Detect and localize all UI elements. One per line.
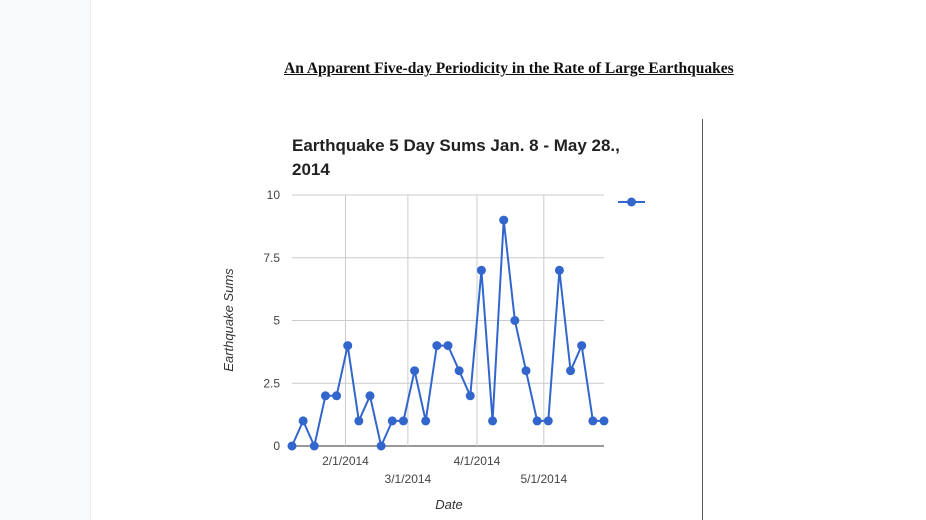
data-point (298, 416, 308, 426)
data-point (365, 391, 375, 401)
data-point (309, 441, 319, 451)
data-point (320, 391, 330, 401)
data-point (376, 441, 386, 451)
y-tick-label: 10 (267, 188, 281, 202)
y-axis-title: Earthquake Sums (221, 268, 236, 372)
data-point (343, 341, 353, 351)
x-tick-label: 5/1/2014 (520, 472, 567, 486)
data-point (454, 366, 464, 376)
document-title: An Apparent Five-day Periodicity in the … (284, 60, 734, 77)
y-tick-label: 2.5 (263, 376, 280, 390)
data-point (476, 265, 486, 275)
chart-gridlines (292, 194, 604, 447)
series-line (291, 219, 604, 447)
chart-title: Earthquake 5 Day Sums Jan. 8 - May 28., … (292, 136, 620, 179)
data-point (387, 416, 397, 426)
legend-marker (627, 197, 636, 207)
data-point (410, 366, 420, 376)
x-axis-title: Date (435, 497, 462, 512)
chart-legend (618, 197, 645, 207)
data-point (332, 391, 342, 401)
left-page-margin (0, 0, 91, 520)
data-point (510, 316, 520, 325)
x-tick-label: 2/1/2014 (322, 454, 369, 468)
data-point (432, 341, 442, 351)
data-point (443, 341, 453, 351)
data-point (554, 265, 564, 275)
data-point (465, 391, 475, 401)
x-tick-label: 4/1/2014 (454, 454, 501, 468)
x-tick-label: 3/1/2014 (385, 472, 432, 486)
data-point (599, 416, 609, 426)
data-point (532, 416, 542, 426)
y-tick-label: 5 (273, 314, 280, 328)
vertical-divider (702, 119, 703, 520)
data-point (421, 416, 431, 426)
data-point (354, 416, 364, 426)
y-tick-label: 0 (273, 439, 280, 453)
data-point (499, 215, 509, 225)
chart-axis-labels: 0 2.5 5 7.5 10 2/1/2014 3/1/2014 4/1/2014 5/1/20… (221, 188, 568, 512)
data-point (398, 416, 408, 426)
data-point (588, 416, 598, 426)
y-tick-label: 7.5 (263, 251, 280, 265)
data-point (566, 366, 576, 376)
chart-series (287, 215, 609, 451)
data-point (577, 341, 587, 351)
data-point (543, 416, 553, 426)
data-point (488, 416, 498, 426)
data-point (287, 441, 297, 451)
data-point (521, 366, 531, 376)
